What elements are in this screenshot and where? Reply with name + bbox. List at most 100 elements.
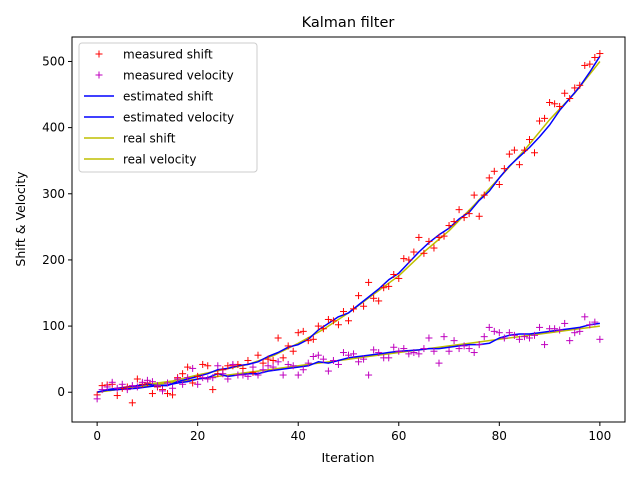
measured-velocity-point bbox=[98, 386, 106, 394]
measured-velocity-point bbox=[264, 362, 272, 370]
measured-velocity-point bbox=[541, 341, 549, 349]
measured-velocity-point bbox=[420, 345, 428, 353]
measured-velocity-point bbox=[339, 349, 347, 357]
measured-shift-point bbox=[294, 329, 302, 337]
measured-velocity-point bbox=[505, 329, 513, 337]
measured-shift-point bbox=[319, 325, 327, 333]
measured-shift-point bbox=[360, 302, 368, 310]
x-tick-label: 60 bbox=[391, 429, 406, 443]
measured-velocity-point bbox=[395, 347, 403, 355]
measured-shift-point bbox=[304, 337, 312, 345]
measured-velocity-point bbox=[475, 341, 483, 349]
measured-shift-point bbox=[596, 50, 604, 58]
plot-area bbox=[93, 50, 604, 407]
chart-title: Kalman filter bbox=[302, 15, 395, 31]
measured-shift-point bbox=[274, 334, 282, 342]
measured-velocity-point bbox=[179, 380, 187, 388]
measured-velocity-point bbox=[324, 367, 332, 375]
measured-velocity-point bbox=[138, 378, 146, 386]
measured-velocity-point bbox=[430, 347, 438, 355]
measured-shift-point bbox=[264, 355, 272, 363]
measured-velocity-point bbox=[485, 323, 493, 331]
measured-shift-point bbox=[314, 322, 322, 330]
measured-shift-point bbox=[435, 233, 443, 241]
measured-shift-point bbox=[470, 191, 478, 199]
measured-shift-point bbox=[536, 117, 544, 125]
measured-velocity-point bbox=[360, 355, 368, 363]
measured-shift-point bbox=[269, 356, 277, 364]
measured-shift-point bbox=[591, 54, 599, 62]
x-tick-label: 40 bbox=[291, 429, 306, 443]
measured-velocity-point bbox=[279, 371, 287, 379]
measured-velocity-point bbox=[153, 382, 161, 390]
measured-velocity-point bbox=[118, 380, 126, 388]
measured-shift-point bbox=[520, 146, 528, 154]
measured-shift-point bbox=[370, 294, 378, 302]
measured-shift-point bbox=[355, 292, 363, 300]
measured-shift-point bbox=[485, 174, 493, 182]
measured-velocity-point bbox=[158, 387, 166, 395]
measured-shift-point bbox=[400, 255, 408, 263]
measured-velocity-point bbox=[415, 350, 423, 358]
measured-velocity-point bbox=[143, 376, 151, 384]
legend-label: real velocity bbox=[123, 153, 196, 167]
measured-shift-point bbox=[576, 81, 584, 89]
x-tick-label: 80 bbox=[492, 429, 507, 443]
measured-velocity-point bbox=[480, 333, 488, 341]
measured-velocity-point bbox=[571, 329, 579, 337]
measured-shift-point bbox=[480, 191, 488, 199]
measured-velocity-point bbox=[490, 327, 498, 335]
measured-velocity-point bbox=[254, 371, 262, 379]
y-tick-label: 300 bbox=[42, 187, 65, 201]
measured-velocity-point bbox=[249, 363, 257, 371]
measured-velocity-point bbox=[495, 329, 503, 337]
measured-shift-point bbox=[440, 232, 448, 240]
measured-shift-point bbox=[450, 218, 458, 226]
measured-shift-point bbox=[244, 356, 252, 364]
measured-velocity-point bbox=[551, 325, 559, 333]
measured-velocity-point bbox=[596, 335, 604, 343]
measured-velocity-point bbox=[435, 359, 443, 367]
measured-shift-point bbox=[525, 136, 533, 144]
measured-velocity-point bbox=[581, 313, 589, 321]
x-tick-label: 0 bbox=[93, 429, 101, 443]
measured-shift-point bbox=[194, 372, 202, 380]
x-axis-label: Iteration bbox=[321, 450, 374, 465]
measured-shift-point bbox=[505, 150, 513, 158]
measured-velocity-point bbox=[410, 349, 418, 357]
measured-velocity-point bbox=[370, 346, 378, 354]
measured-shift-point bbox=[329, 317, 337, 325]
legend-label: measured velocity bbox=[123, 69, 234, 83]
measured-velocity-point bbox=[510, 331, 518, 339]
measured-velocity-point bbox=[209, 374, 217, 382]
measured-shift-point bbox=[239, 364, 247, 372]
measured-velocity-point bbox=[269, 363, 277, 371]
y-tick-label: 400 bbox=[42, 121, 65, 135]
measured-velocity-point bbox=[219, 370, 227, 378]
measured-velocity-point bbox=[128, 382, 136, 390]
axes-frame bbox=[71, 36, 626, 423]
y-tick-label: 100 bbox=[42, 319, 65, 333]
measured-velocity-point bbox=[440, 333, 448, 341]
measured-velocity-point bbox=[93, 395, 101, 403]
measured-shift-point bbox=[148, 390, 156, 398]
measured-velocity-point bbox=[214, 362, 222, 370]
measured-velocity-point bbox=[375, 349, 383, 357]
measured-velocity-point bbox=[174, 375, 182, 383]
measured-shift-point bbox=[515, 161, 523, 169]
measured-shift-point bbox=[169, 391, 177, 399]
measured-shift-point bbox=[380, 284, 388, 292]
measured-velocity-point bbox=[566, 337, 574, 345]
measured-shift-point bbox=[490, 167, 498, 175]
measured-velocity-point bbox=[385, 354, 393, 362]
measured-velocity-point bbox=[314, 351, 322, 359]
measured-shift-point bbox=[164, 390, 172, 398]
measured-shift-point bbox=[546, 98, 554, 106]
measured-shift-point bbox=[571, 84, 579, 92]
measured-velocity-point bbox=[355, 358, 363, 366]
measured-shift-point bbox=[133, 375, 141, 383]
measured-velocity-point bbox=[586, 321, 594, 329]
measured-velocity-point bbox=[329, 356, 337, 364]
measured-velocity-point bbox=[345, 351, 352, 359]
